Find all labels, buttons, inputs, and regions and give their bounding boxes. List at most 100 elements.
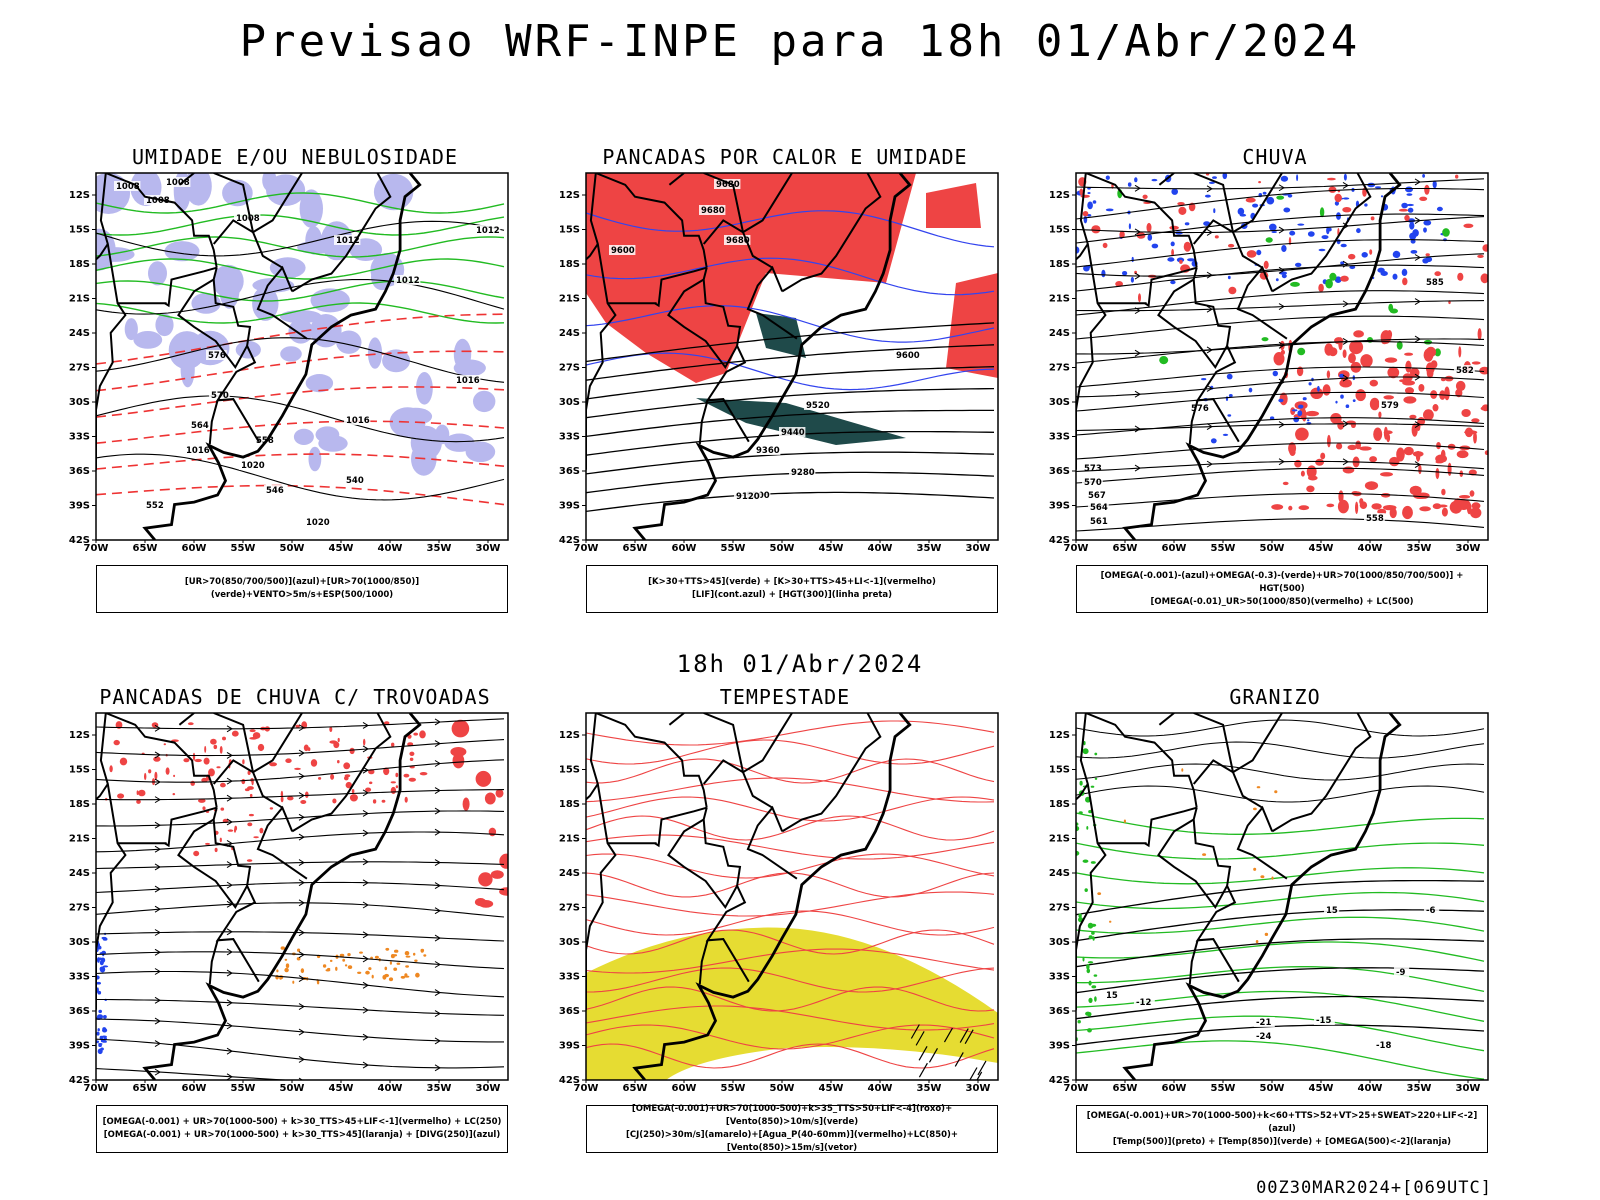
rain-red-fill [1440,377,1446,382]
lat-tick-label: 36S [559,466,580,477]
lon-tick-label: 35W [1407,1083,1432,1094]
omega-blue-fill [1302,397,1307,401]
streamline-arrow [226,881,233,889]
rain-red-fill [1458,346,1462,358]
omega-blue-fill [1256,249,1262,256]
rain-red-fill [1330,413,1342,424]
omega-blue-fill [1271,231,1277,233]
thunder-red-fill [287,796,294,801]
humidity-upper-fill [308,446,322,472]
rain-red-fill [1480,406,1488,411]
rain-red-fill [1300,470,1305,477]
contour-label-bg [334,235,361,245]
humidity-upper-fill [299,189,323,228]
omega-orange-fill [1097,892,1102,895]
thunder-red-fill [390,781,396,784]
lat-tick-label: 42S [1049,535,1070,546]
wind-vector [918,1062,928,1078]
divergence-blue-fill [97,1028,100,1032]
height-300-contour [586,409,994,438]
divergence-blue-fill [103,1037,107,1041]
lon-tick-label: 70W [1064,1083,1089,1094]
rain-red-fill [1353,330,1364,338]
thunder-red-fill [484,792,496,805]
contour-label: 552 [146,501,164,511]
thunder-red-fill [205,842,210,845]
thunder-orange-fill [368,967,372,971]
lat-tick-label: 18S [559,799,580,810]
humidity-low-contour [96,280,505,302]
humidity-low-contour [96,258,505,280]
rain-red-fill [1371,503,1382,510]
lon-tick-label: 35W [427,1083,452,1094]
rain-red-fill [1471,418,1480,423]
rain-red-fill [1477,254,1484,258]
omega-blue-fill [1436,206,1443,212]
border-line [668,713,685,726]
streamline-arrow [1206,460,1213,468]
thunder-orange-fill [329,959,333,962]
thunder-red-fill [403,773,410,778]
thunder-orange-fill [420,949,424,953]
lifted-index-contour [586,305,995,343]
streamline-arrow [154,845,161,853]
thunder-red-fill [450,747,467,757]
divergence-blue-fill [96,957,100,963]
height-500-contour [1076,290,1485,316]
rain-red-fill [1455,380,1466,392]
omega-orange-fill [1202,853,1207,856]
lat-tick-label: 21S [559,834,580,845]
lat-tick-label: 36S [69,1006,90,1017]
omega-blue-fill [1336,239,1341,245]
omega-blue-fill [1170,241,1175,247]
rain-red-fill [1339,378,1352,388]
temp-850-fill [1088,935,1093,940]
omega-blue-fill [1167,257,1175,262]
streamline-arrow [154,796,161,804]
humidity-upper-fill [399,407,433,426]
border-line [1231,173,1283,269]
border-line [208,400,219,445]
border-line [291,713,392,833]
border-line [746,805,798,880]
humidity-upper-fill [305,226,323,255]
coastline [142,713,422,1080]
thunder-red-fill [154,771,158,780]
rain-red-fill [1360,354,1373,368]
omega-blue-fill [1275,278,1279,282]
divergence-blue-fill [96,981,101,985]
lat-tick-label: 24S [69,868,90,879]
lat-tick-label: 33S [1049,432,1070,443]
rain-red-fill [1457,272,1464,281]
omega-orange-fill [1274,790,1278,794]
rain-red-fill [1308,475,1318,481]
streamline-arrow [154,1068,161,1076]
streamline-arrow [154,778,161,786]
streamline-arrow [1414,178,1421,186]
lon-tick-label: 40W [378,1083,403,1094]
thunder-orange-fill [300,968,305,974]
thickness-contour [96,453,505,470]
contour-label-bg [394,275,421,285]
thunder-red-fill [194,758,202,763]
temp-850-fill [1086,963,1090,970]
map-frame [95,712,509,1081]
omega-blue-fill [1340,394,1344,399]
contour-label: 9280 [791,468,815,478]
thunder-red-fill [247,822,253,827]
rain-red-fill [1324,343,1334,356]
streamline [96,789,505,801]
thunder-red-fill [300,800,307,804]
contour-label-bg [1086,490,1107,500]
thunder-red-fill [190,780,195,786]
omega-blue-fill [1406,203,1414,207]
lon-tick-label: 40W [1358,1083,1383,1094]
streamline [96,931,505,942]
contour-label: -18 [1376,1041,1391,1051]
omega-blue-fill [1297,410,1303,417]
omega-blue-fill [1352,399,1356,402]
streamline [96,1038,505,1069]
streamline-arrow [434,718,441,726]
border-line [741,713,793,809]
humidity-upper-fill [133,331,163,349]
